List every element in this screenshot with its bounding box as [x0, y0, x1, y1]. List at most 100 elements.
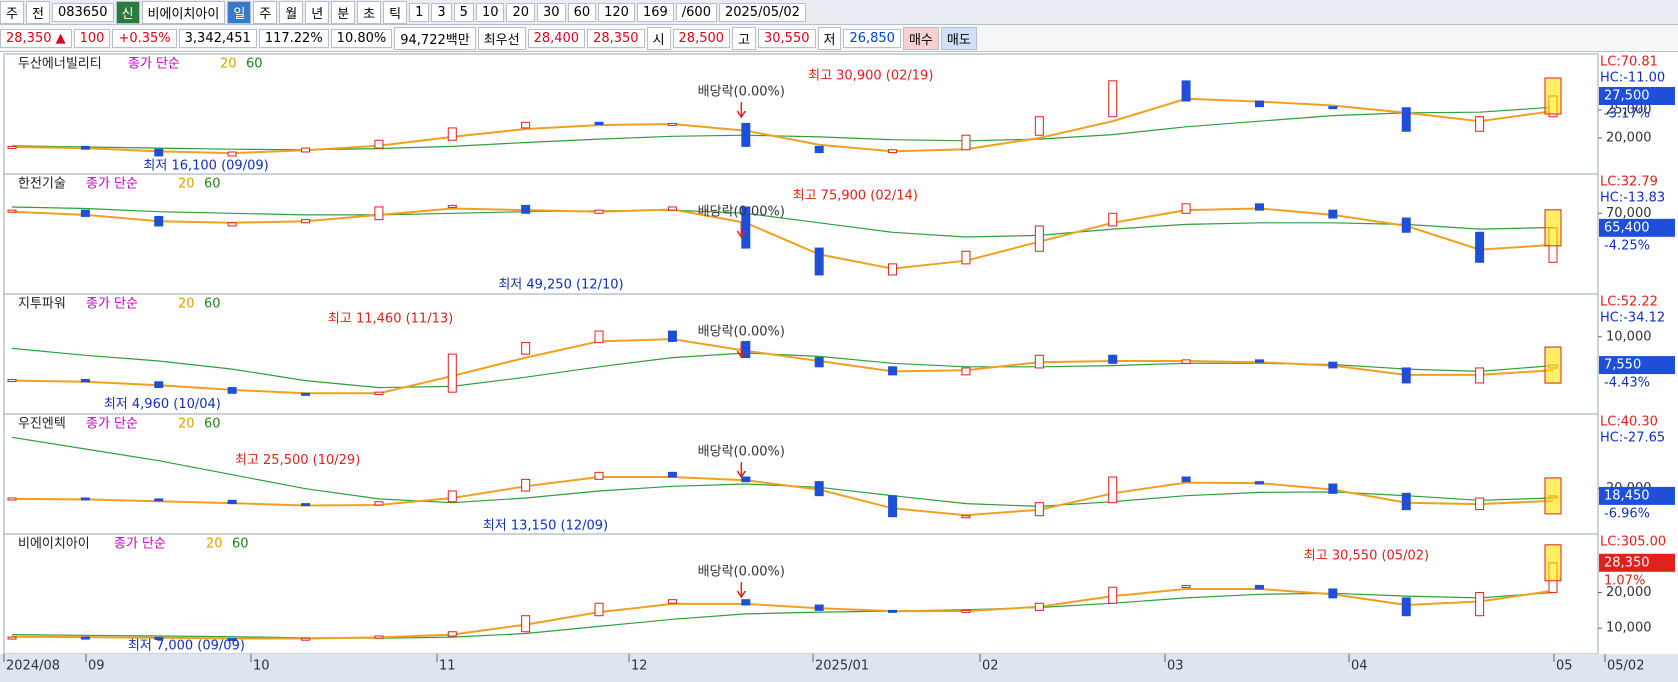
- candle: [1034, 602, 1044, 611]
- ex-dividend-arrow: [736, 582, 746, 599]
- candle: [961, 515, 971, 519]
- candle: [961, 367, 971, 376]
- toolbar-item[interactable]: 전: [25, 0, 50, 24]
- candle: [667, 122, 677, 126]
- candle: [961, 134, 971, 151]
- candle: [1475, 592, 1485, 617]
- candle: [1181, 80, 1191, 102]
- candle: [521, 342, 531, 355]
- ma2-label: 60: [204, 177, 221, 192]
- candle: [521, 204, 531, 214]
- toolbar-item[interactable]: 초: [357, 0, 382, 24]
- candle: [7, 209, 17, 213]
- candle: [814, 357, 824, 368]
- ex-dividend: 배당락(0.00%): [698, 205, 785, 220]
- toolbar-item[interactable]: 비에이치아이: [141, 0, 226, 24]
- candle: [1254, 100, 1264, 108]
- candle: [1108, 212, 1118, 227]
- low-label: 최저 7,000 (09/09): [128, 639, 245, 654]
- toolbar-item[interactable]: 120: [598, 2, 635, 22]
- ma1-label: 20: [178, 417, 195, 432]
- toolbar-item[interactable]: 083650: [51, 2, 114, 22]
- x-tick-label: 04: [1351, 659, 1368, 674]
- quote-item: 100: [73, 28, 111, 48]
- indicator: 종가 단순: [86, 417, 138, 432]
- ma20-line: [11, 207, 1554, 270]
- price-label: 65,400: [1604, 220, 1650, 235]
- quote-bar: 28,350 ▲ 100 +0.35% 3,342,451 117.22% 10.80% 9…: [0, 25, 1678, 52]
- candle: [227, 222, 237, 227]
- candle: [374, 391, 384, 395]
- candle: [1328, 209, 1338, 219]
- candle: [154, 148, 164, 157]
- price-label: 28,350: [1604, 555, 1650, 570]
- toolbar-item[interactable]: 3: [431, 2, 452, 22]
- x-tick-label: 05/02: [1607, 659, 1644, 674]
- toolbar-item[interactable]: 1: [409, 2, 430, 22]
- toolbar-item[interactable]: 30: [537, 2, 566, 22]
- high-label: 최고 30,900 (02/19): [808, 69, 933, 84]
- candle: [154, 636, 164, 640]
- candle: [741, 599, 751, 606]
- candle: [227, 499, 237, 505]
- candle: [521, 121, 531, 129]
- candle: [888, 263, 898, 276]
- candle: [374, 139, 384, 149]
- hc-label: HC:-34.12: [1600, 311, 1665, 326]
- ex-dividend: 배당락(0.00%): [698, 85, 785, 100]
- hc-label: HC:-27.65: [1600, 431, 1665, 446]
- toolbar-item[interactable]: 20: [506, 2, 536, 22]
- candle: [80, 209, 90, 217]
- toolbar-item[interactable]: 신: [115, 0, 140, 24]
- candle: [1328, 106, 1338, 110]
- toolbar: 주 전 083650 신 비에이치아이 일 주 월 년 분 초 틱 1 3 5 10 20 30 60 120 169/…: [0, 0, 1678, 25]
- x-tick-label: 02: [982, 659, 999, 674]
- candle: [227, 387, 237, 394]
- toolbar-item[interactable]: 5: [453, 2, 474, 22]
- ex-dividend-arrow: [736, 222, 746, 239]
- quote-item: 94,722백만: [394, 26, 476, 50]
- candle: [7, 497, 17, 501]
- toolbar-item[interactable]: 틱: [383, 0, 408, 24]
- candle: [301, 219, 311, 224]
- toolbar-item[interactable]: 10: [475, 2, 505, 22]
- toolbar-item[interactable]: 60: [567, 2, 597, 22]
- x-tick-label: 2024/08: [6, 659, 60, 674]
- y-tick-label: 20,000: [1606, 585, 1652, 600]
- panel-frame: [3, 53, 1599, 175]
- candle: [7, 378, 17, 382]
- toolbar-item[interactable]: 분: [331, 0, 356, 24]
- toolbar-item[interactable]: 주: [253, 0, 278, 24]
- candle: [1181, 359, 1191, 364]
- candle: [1401, 492, 1411, 511]
- candle: [594, 209, 604, 214]
- y-tick-label: 20,000: [1606, 131, 1652, 146]
- candle: [80, 497, 90, 501]
- candle: [1108, 80, 1118, 118]
- toolbar-item[interactable]: 일: [227, 0, 252, 24]
- toolbar-item[interactable]: 주: [0, 0, 24, 24]
- candle: [374, 635, 384, 639]
- candle: [1181, 584, 1191, 588]
- buy-button[interactable]: 매수: [902, 26, 939, 50]
- sell-button[interactable]: 매도: [940, 26, 977, 50]
- ma1-label: 20: [178, 177, 195, 192]
- stock-name: 지투파워: [18, 297, 66, 312]
- toolbar-item[interactable]: 2025/05/02: [718, 2, 806, 22]
- quote-item: 3,342,451: [178, 28, 257, 48]
- lc-label: LC:52.22: [1600, 295, 1658, 310]
- toolbar-item[interactable]: /600: [675, 2, 717, 22]
- toolbar-item[interactable]: 년: [305, 0, 330, 24]
- candle: [1475, 367, 1485, 384]
- candle: [888, 149, 898, 154]
- toolbar-item[interactable]: 월: [279, 0, 304, 24]
- candle: [521, 478, 531, 492]
- candle: [227, 151, 237, 157]
- candle: [7, 145, 17, 149]
- candle: [1328, 361, 1338, 369]
- toolbar-item[interactable]: 169: [636, 2, 674, 22]
- candle: [888, 366, 898, 376]
- candle: [447, 127, 457, 141]
